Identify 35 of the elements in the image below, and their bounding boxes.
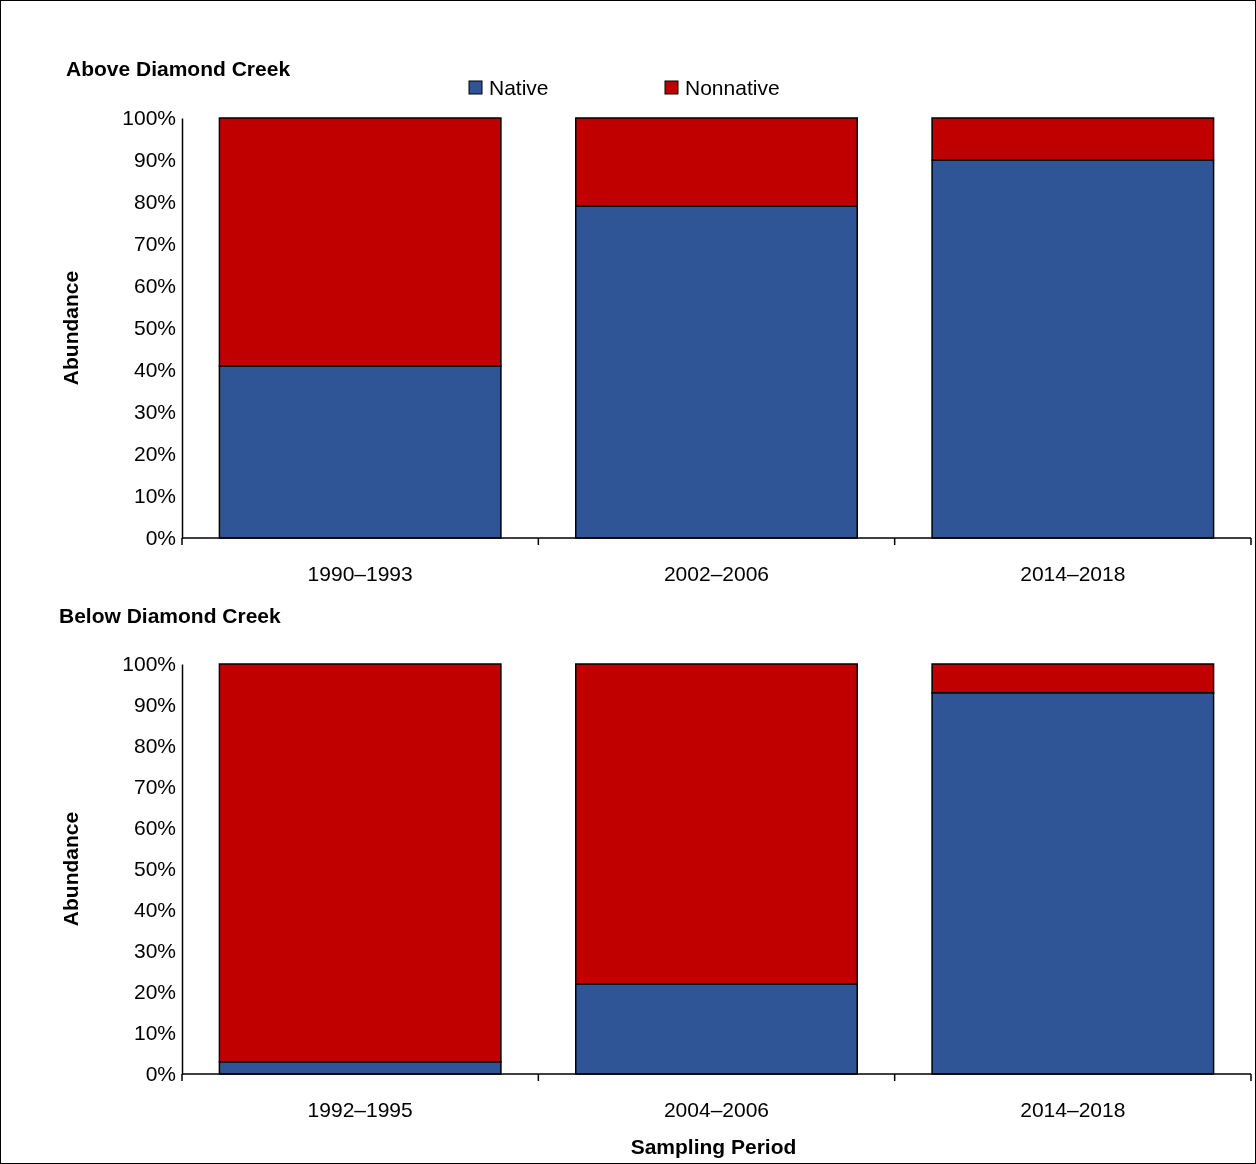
legend-label: Native	[489, 76, 549, 99]
y-tick-label: 90%	[133, 148, 176, 172]
x-axis-title: Sampling Period	[630, 1135, 797, 1158]
x-tick-label: 2014–2018	[1020, 1098, 1126, 1121]
chart-title: Below Diamond Creek	[59, 604, 282, 627]
y-tick-label: 20%	[133, 442, 176, 466]
y-axis-title: Abundance	[59, 811, 82, 927]
y-tick-label: 50%	[133, 857, 176, 881]
y-tick-label: 0%	[145, 1062, 176, 1086]
y-tick-label: 80%	[133, 734, 176, 758]
y-tick-label: 30%	[133, 939, 176, 963]
y-tick-label: 70%	[133, 775, 176, 799]
y-axis-title: Abundance	[59, 270, 82, 386]
y-tick-label: 20%	[133, 980, 176, 1004]
y-tick-label: 30%	[133, 400, 176, 424]
y-tick-label: 60%	[133, 816, 176, 840]
x-tick-label: 2014–2018	[1020, 562, 1126, 585]
y-tick-label: 50%	[133, 316, 176, 340]
y-tick-label: 70%	[133, 232, 176, 256]
chart-title: Above Diamond Creek	[66, 57, 291, 80]
x-tick-label: 1990–1993	[307, 562, 413, 585]
y-tick-label: 40%	[133, 358, 176, 382]
x-tick-label: 2002–2006	[663, 562, 770, 585]
y-tick-label: 10%	[133, 1021, 176, 1045]
x-tick-label: 1992–1995	[307, 1098, 413, 1121]
legend-label: Nonnative	[685, 76, 780, 99]
x-tick-label: 2004–2006	[663, 1098, 770, 1121]
y-tick-label: 100%	[122, 106, 176, 130]
y-tick-label: 90%	[133, 693, 176, 717]
y-tick-label: 80%	[133, 190, 176, 214]
y-tick-label: 60%	[133, 274, 176, 298]
y-tick-label: 10%	[133, 484, 176, 508]
y-tick-label: 40%	[133, 898, 176, 922]
y-tick-label: 0%	[145, 526, 176, 550]
y-tick-label: 100%	[122, 652, 176, 676]
